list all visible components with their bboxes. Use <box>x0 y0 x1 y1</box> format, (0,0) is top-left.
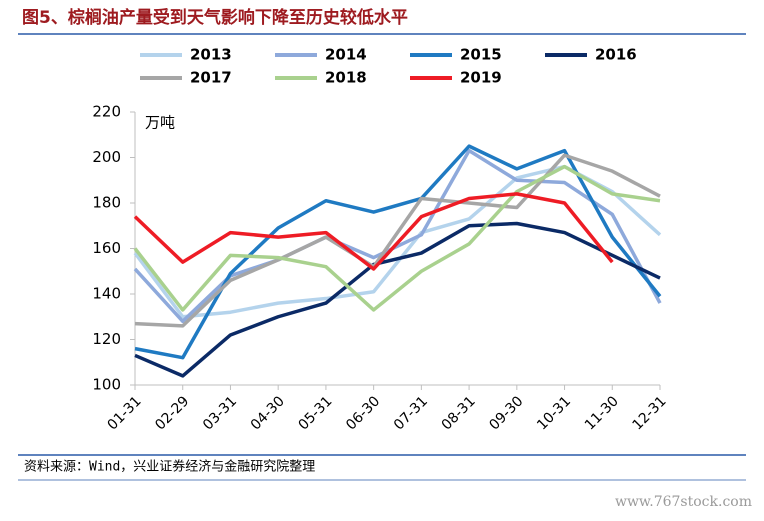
x-tick-label: 07-31 <box>391 393 431 433</box>
x-tick-label: 02-29 <box>152 393 192 433</box>
legend-label: 2013 <box>190 46 232 64</box>
x-tick-label: 12-31 <box>630 393 670 433</box>
y-tick-label: 140 <box>92 285 121 303</box>
watermark: www.767stock.com <box>615 494 752 510</box>
legend-label: 2015 <box>460 46 502 64</box>
series-line <box>134 153 661 328</box>
legend-label: 2016 <box>595 46 637 64</box>
x-tick-label: 09-30 <box>486 393 526 433</box>
series-line <box>134 221 661 378</box>
x-tick-label: 06-30 <box>343 393 383 433</box>
legend-label: 2014 <box>325 46 367 64</box>
y-axis-label: 万吨 <box>145 114 175 132</box>
x-tick-label: 01-31 <box>105 393 145 433</box>
y-tick-label: 220 <box>92 103 121 121</box>
y-tick-label: 120 <box>92 330 121 348</box>
x-tick-label: 05-31 <box>295 393 335 433</box>
y-tick-label: 200 <box>92 148 121 166</box>
source: 资料来源：Wind，兴业证券经济与金融研究院整理 <box>24 459 315 475</box>
x-tick-label: 08-31 <box>439 393 479 433</box>
y-tick-label: 180 <box>92 194 121 212</box>
x-tick-label: 04-30 <box>248 393 288 433</box>
x-tick-label: 11-30 <box>582 393 622 433</box>
x-tick-label: 03-31 <box>200 393 240 433</box>
series-line <box>133 192 614 271</box>
legend-label: 2018 <box>325 69 367 87</box>
y-tick-label: 160 <box>92 239 121 257</box>
series-line <box>133 164 661 312</box>
series-line <box>133 148 662 324</box>
legend-label: 2017 <box>190 69 232 87</box>
chart-title: 图5、棕榈油产量受到天气影响下降至历史较低水平 <box>22 7 408 28</box>
y-tick-label: 100 <box>92 376 121 394</box>
x-tick-label: 10-31 <box>534 393 574 433</box>
legend-label: 2019 <box>460 69 502 87</box>
